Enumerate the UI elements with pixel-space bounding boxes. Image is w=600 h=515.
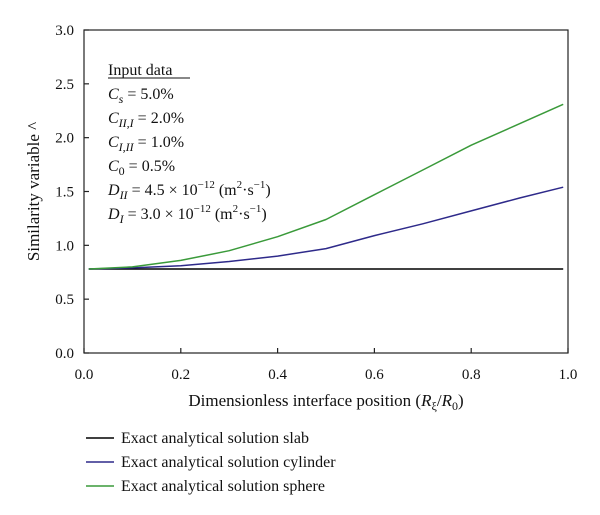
x-axis-title: Dimensionless interface position (Rξ/R0) [188, 391, 463, 413]
x-axis-title-slash: / [437, 391, 442, 410]
d2-sub: II [119, 188, 129, 202]
annotation-c0: C0 = 0.5% [108, 158, 175, 178]
y-tick-label-0: 0.0 [55, 346, 74, 362]
d2-unit-mid: ·s [242, 182, 254, 199]
x-axis-title-var2: R [441, 391, 453, 410]
d1-unit-exp: −1 [250, 203, 262, 215]
annotation-d1: DI = 3.0 × 10−12 (m2·s−1) [107, 203, 267, 226]
d1-exp: −12 [194, 203, 211, 215]
annotation-cs: Cs = 5.0% [108, 86, 174, 106]
x-tick-label-4: 0.8 [462, 367, 481, 383]
c0-var: C [108, 158, 119, 175]
c1-sub: I,II [118, 140, 135, 154]
d2-unit-exp: −1 [254, 179, 266, 191]
series-layer [88, 103, 564, 270]
d1-var: D [107, 206, 120, 223]
y-tick-label-1: 0.5 [55, 292, 74, 308]
annotation-c1: CI,II = 1.0% [108, 134, 184, 154]
x-axis-title-var1: R [420, 391, 432, 410]
series-line-1 [88, 186, 564, 270]
c1-rest: = 1.0% [134, 134, 184, 151]
d1-unit-close: ) [261, 206, 266, 223]
y-tick-label-4: 2.0 [55, 131, 74, 147]
x-tick-label-3: 0.6 [365, 367, 384, 383]
axis-ticks [83, 29, 569, 354]
d1-unit-mid: ·s [238, 206, 250, 223]
d1-unit-open: (m [211, 206, 233, 223]
annotation-d2: DII = 4.5 × 10−12 (m2·s−1) [107, 179, 271, 202]
x-tick-label-5: 1.0 [559, 367, 578, 383]
d2-unit-open: (m [215, 182, 237, 199]
c2-var: C [108, 110, 119, 127]
y-axis-title: Similarity variable ^ [24, 122, 43, 261]
c0-sub: 0 [119, 164, 125, 178]
y-tick-label-5: 2.5 [55, 77, 74, 93]
series-line-2 [88, 103, 564, 270]
c2-sub: II,I [118, 116, 135, 130]
x-tick-label-1: 0.2 [171, 367, 190, 383]
legend: Exact analytical solution slab Exact anal… [86, 430, 336, 495]
d2-unit-close: ) [265, 182, 270, 199]
y-tick-label-3: 1.5 [55, 185, 74, 201]
d1-sub: I [119, 212, 125, 226]
axis-tick-labels: 0.0 0.2 0.4 0.6 0.8 1.0 0.0 0.5 1.0 1.5 2.0 2.5 3.0 [55, 23, 577, 383]
annotation-c2: CII,I = 2.0% [108, 110, 184, 130]
d1-eq: = 3.0 × 10 [124, 206, 194, 223]
cs-rest: = 5.0% [123, 86, 173, 103]
x-axis-title-close: ) [458, 391, 464, 410]
cs-var: C [108, 86, 119, 103]
d2-var: D [107, 182, 120, 199]
legend-label-2: Exact analytical solution sphere [121, 478, 325, 495]
c2-rest: = 2.0% [134, 110, 184, 127]
d2-unit-sq: 2 [237, 179, 243, 191]
d1-unit-sq: 2 [233, 203, 239, 215]
d2-eq: = 4.5 × 10 [128, 182, 198, 199]
input-data-annotation: Input data Cs = 5.0% CII,I = 2.0% CI,II … [107, 62, 271, 226]
legend-label-1: Exact analytical solution cylinder [121, 454, 336, 471]
y-tick-label-6: 3.0 [55, 23, 74, 39]
cs-sub: s [119, 92, 124, 106]
x-axis-title-sub2: 0 [452, 399, 458, 413]
x-tick-label-0: 0.0 [75, 367, 94, 383]
annotation-title: Input data [108, 62, 172, 79]
d2-exp: −12 [198, 179, 215, 191]
x-axis-title-main: Dimensionless interface position ( [188, 391, 421, 410]
x-axis-title-sub1: ξ [432, 399, 438, 413]
c0-rest: = 0.5% [125, 158, 175, 175]
c1-var: C [108, 134, 119, 151]
y-tick-label-2: 1.0 [55, 238, 74, 254]
legend-label-0: Exact analytical solution slab [121, 430, 309, 447]
x-tick-label-2: 0.4 [268, 367, 287, 383]
